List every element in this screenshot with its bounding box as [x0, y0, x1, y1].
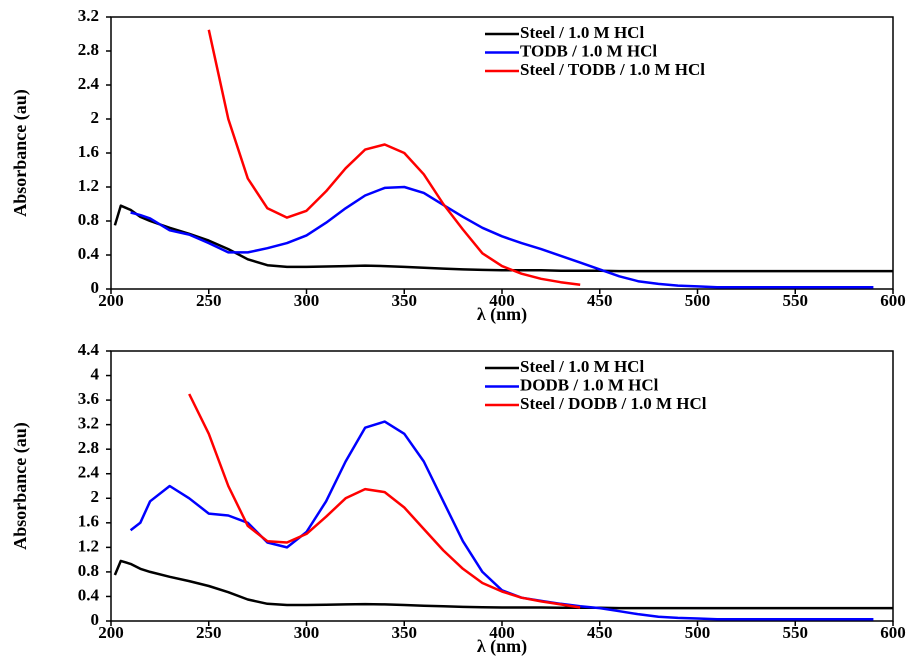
- x-tick-label: 300: [294, 623, 320, 642]
- y-axis-title: Absorbance (au): [10, 422, 31, 550]
- y-tick-label: 2.8: [78, 438, 99, 457]
- y-tick-label: 0: [91, 278, 100, 297]
- x-tick-label: 550: [783, 291, 809, 310]
- y-tick-label: 2: [91, 487, 100, 506]
- x-tick-label: 200: [98, 623, 124, 642]
- series-line: [129, 420, 874, 621]
- x-tick-label: 550: [783, 623, 809, 642]
- y-tick-label: 1.6: [78, 142, 99, 161]
- x-tick-label: 250: [196, 291, 222, 310]
- x-tick-label: 350: [392, 291, 418, 310]
- legend-text: DODB / 1.0 M HCl: [520, 375, 659, 394]
- y-tick-label: 1.2: [78, 536, 99, 555]
- x-axis-title: λ (nm): [477, 304, 527, 325]
- x-tick-label: 200: [98, 291, 124, 310]
- x-tick-label: 250: [196, 623, 222, 642]
- y-tick-label: 2.8: [78, 40, 99, 59]
- y-tick-label: 3.6: [78, 389, 99, 408]
- y-tick-label: 0.4: [78, 585, 100, 604]
- x-tick-label: 450: [587, 623, 613, 642]
- y-axis-title: Absorbance (au): [10, 89, 31, 217]
- legend-text: TODB / 1.0 M HCl: [520, 41, 657, 60]
- y-tick-label: 0: [91, 610, 100, 629]
- x-tick-label: 600: [880, 291, 906, 310]
- y-tick-label: 4.4: [78, 340, 100, 359]
- x-tick-label: 450: [587, 291, 613, 310]
- x-tick-label: 400: [489, 291, 515, 310]
- x-tick-label: 350: [392, 623, 418, 642]
- y-tick-label: 2: [91, 108, 100, 127]
- y-tick-label: 0.8: [78, 561, 99, 580]
- y-tick-label: 2.4: [78, 74, 100, 93]
- x-tick-label: 400: [489, 623, 515, 642]
- legend-text: Steel / TODB / 1.0 M HCl: [520, 60, 705, 79]
- x-tick-label: 600: [880, 623, 906, 642]
- legend-text: Steel / DODB / 1.0 M HCl: [520, 394, 707, 413]
- series-line: [207, 29, 581, 287]
- y-tick-label: 0.8: [78, 210, 99, 229]
- y-tick-label: 2.4: [78, 463, 100, 482]
- series-line: [113, 204, 893, 273]
- y-tick-label: 1.6: [78, 512, 99, 531]
- series-line: [130, 185, 874, 289]
- y-tick-label: 3.2: [78, 6, 99, 25]
- x-axis-title: λ (nm): [477, 636, 527, 657]
- series-line: [188, 393, 581, 609]
- y-tick-label: 1.2: [78, 176, 99, 195]
- x-tick-label: 500: [685, 291, 711, 310]
- x-tick-label: 500: [685, 623, 711, 642]
- y-tick-label: 0.4: [78, 244, 100, 263]
- legend-text: Steel / 1.0 M HCl: [520, 23, 644, 42]
- legend-text: Steel / 1.0 M HCl: [520, 357, 644, 376]
- y-tick-label: 4: [91, 364, 100, 383]
- series-line: [113, 559, 893, 610]
- y-tick-label: 3.2: [78, 414, 99, 433]
- x-tick-label: 300: [294, 291, 320, 310]
